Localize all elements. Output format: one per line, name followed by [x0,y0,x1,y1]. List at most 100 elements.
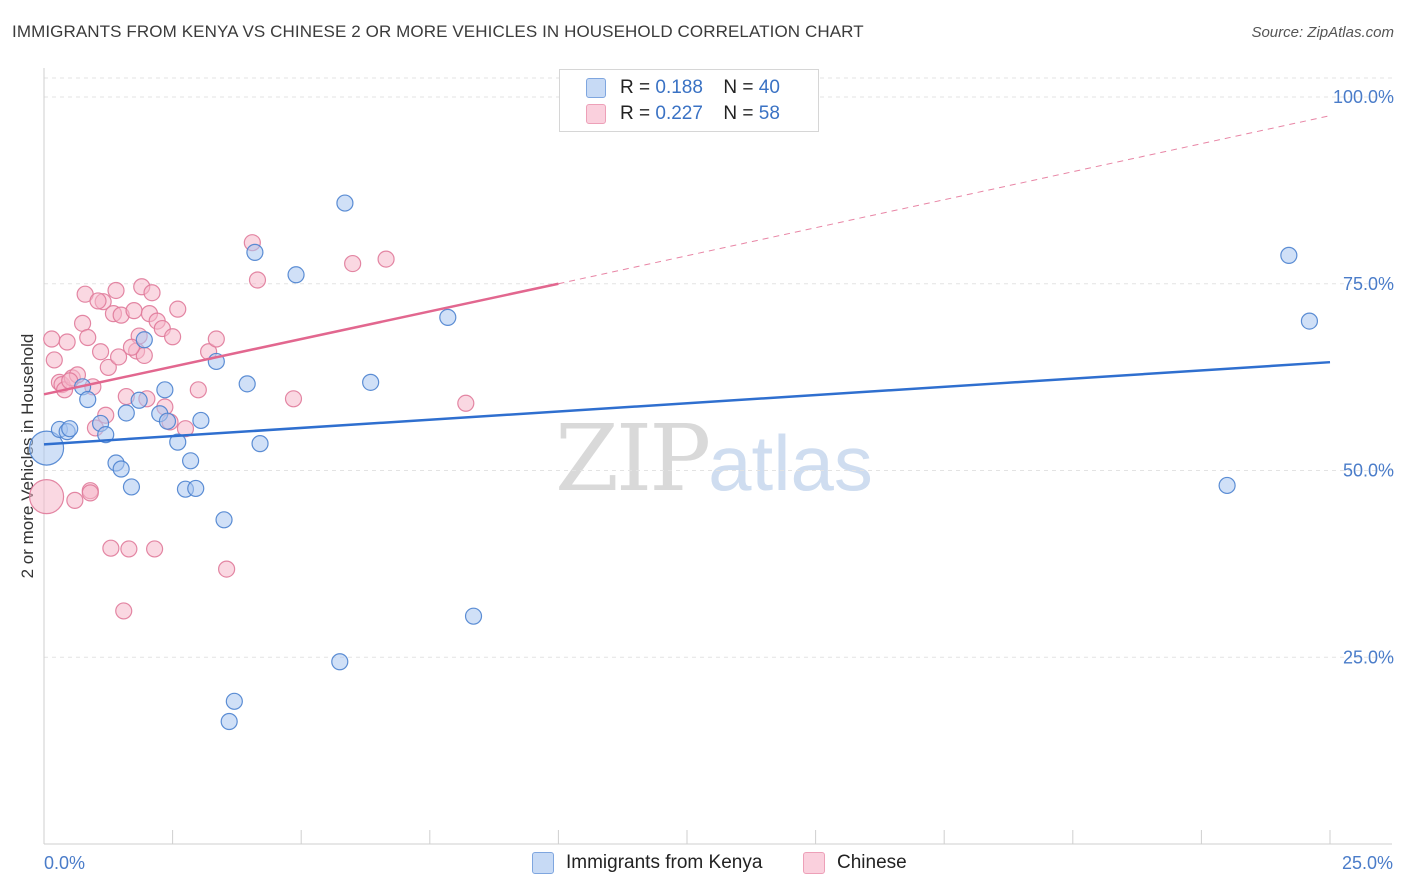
legend-n-label: N = [723,103,754,124]
chinese-point [284,390,303,408]
chinese-point [45,351,63,369]
legend-item-chinese[interactable]: Chinese [803,852,907,874]
kenya-point [362,373,380,391]
kenya-point [182,452,200,470]
kenya-point [336,194,354,212]
grid-lines [44,77,1392,658]
chinese-trend-extension [558,115,1331,285]
watermark-zip: ZIP [555,405,711,512]
y-tick-label: 50.0% [1343,461,1394,481]
kenya-point [130,391,148,409]
kenya-point [331,653,349,671]
y-tick-label: 25.0% [1343,647,1394,667]
kenya-point [251,435,269,453]
kenya-point [169,433,187,451]
chinese-point [89,292,107,310]
kenya-point [287,266,305,284]
chinese-point [102,539,120,557]
legend-r-value: 0.227 [655,103,703,124]
kenya-point [1280,246,1298,264]
legend-swatch-kenya [532,852,554,874]
chinese-point [66,491,84,509]
y-tick-label: 100.0% [1333,87,1394,107]
chinese-point [73,314,92,332]
chinese-point [169,300,187,318]
series-legend: Immigrants from Kenya Chinese [0,852,1406,878]
chinese-points [28,234,475,620]
legend-item-kenya[interactable]: Immigrants from Kenya [532,852,762,874]
kenya-point [135,331,153,349]
chinese-point [143,284,161,302]
watermark-atlas: atlas [708,419,873,507]
chinese-point [218,560,236,578]
kenya-point [246,243,264,261]
kenya-point [79,390,97,409]
chinese-trend-line [43,282,559,396]
chinese-point [79,328,97,347]
chinese-point [176,420,195,438]
chinese-point [28,479,65,515]
chinese-point [81,484,99,502]
chinese-point [164,328,182,346]
chinese-point [58,333,76,351]
kenya-point [192,411,210,430]
legend-row-kenya: R = 0.188 N = 40 [586,76,780,100]
legend-n-value: 40 [758,77,780,98]
legend-r-label: R = [620,103,651,124]
chinese-point [377,250,395,268]
kenya-point [225,692,243,710]
chinese-point [43,330,61,348]
axes [43,68,1392,845]
chinese-point [248,271,267,289]
chinese-point [109,348,128,366]
chinese-point [107,281,125,300]
kenya-point [1300,312,1319,330]
legend-r-label: R = [620,77,651,98]
legend-swatch-chinese [586,104,606,124]
legend-swatch-chinese [803,852,825,874]
kenya-point [1218,476,1236,495]
kenya-point [187,479,205,498]
correlation-legend: R = 0.188 N = 40 R = 0.227 N = 58 [559,69,819,132]
source-label[interactable]: Source: ZipAtlas.com [1251,24,1394,41]
kenya-point [439,308,457,326]
kenya-point [156,381,174,399]
chinese-point [344,254,362,273]
legend-n-value: 58 [758,103,780,124]
chinese-point [115,602,133,620]
kenya-point [28,430,65,466]
kenya-point [61,420,79,438]
chinese-point [91,343,110,361]
trend-lines [43,115,1331,446]
legend-n-label: N = [723,77,754,98]
chinese-point [207,330,225,348]
chinese-point [120,540,138,558]
legend-label-chinese: Chinese [837,852,907,873]
x-tick-label: 0.0% [44,853,85,873]
kenya-point [117,404,135,422]
kenya-point [220,712,238,731]
kenya-point [215,511,233,529]
x-tick-label: 25.0% [1342,853,1393,873]
legend-label-kenya: Immigrants from Kenya [566,852,763,873]
chinese-point [457,394,475,412]
legend-row-chinese: R = 0.227 N = 58 [586,102,780,126]
legend-swatch-kenya [586,78,606,98]
kenya-points [28,194,1319,731]
kenya-point [97,426,115,444]
chinese-point [122,338,141,356]
kenya-trend-line [43,360,1331,446]
tick-labels: 25.0% 50.0% 75.0% 100.0% 0.0% 25.0% [44,87,1394,873]
kenya-point [112,460,130,478]
y-tick-label: 75.0% [1343,274,1394,294]
kenya-point [122,478,141,496]
kenya-point [238,375,256,393]
watermark: ZIPatlas [555,405,873,512]
legend-r-value: 0.188 [655,77,703,98]
kenya-point [464,607,483,625]
chinese-point [99,358,117,377]
kenya-point [158,412,177,430]
chinese-point [189,381,207,399]
chinese-point [145,540,164,558]
